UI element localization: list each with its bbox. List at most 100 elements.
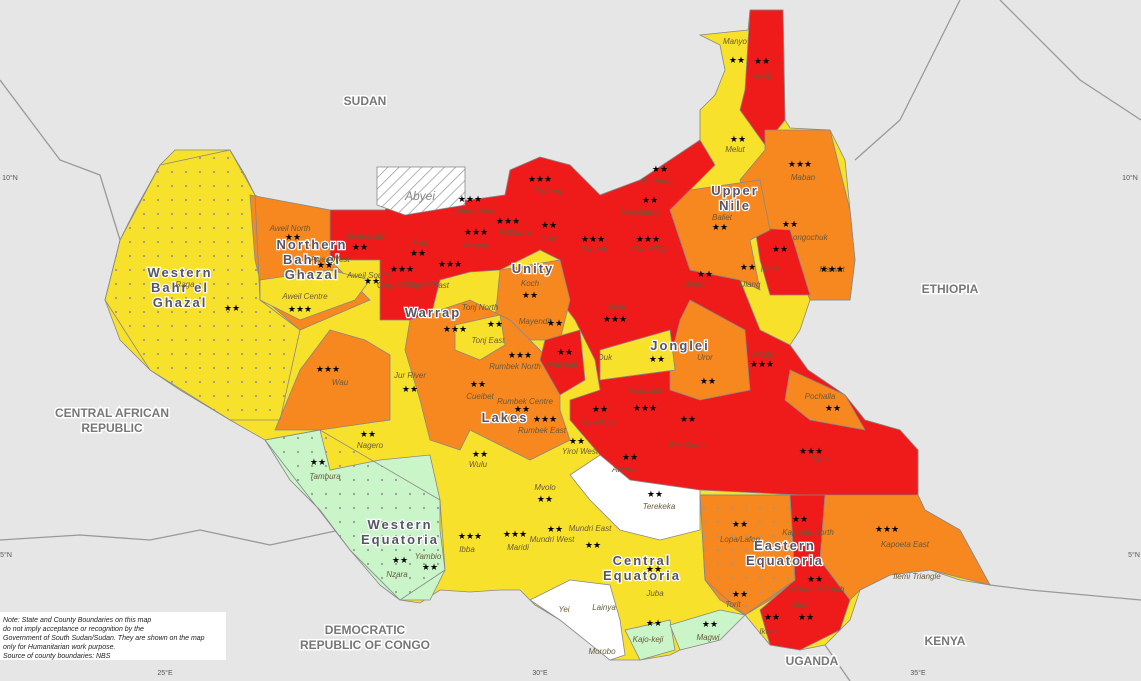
region-green: [669, 609, 746, 651]
country-label: SUDAN: [344, 94, 387, 108]
country-label: REPUBLIC OF CONGO: [300, 638, 430, 652]
county-stars: ★★: [364, 276, 380, 286]
country-label: DEMOCRATIC: [325, 623, 406, 637]
county-label: Awerial: [611, 465, 638, 474]
county-label: Koch: [521, 279, 540, 288]
county-stars: ★★: [740, 262, 756, 272]
region-orange: [819, 494, 991, 601]
county-stars: ★★: [680, 414, 696, 424]
county-stars: ★★★: [458, 531, 482, 541]
county-label: Mayendit: [519, 317, 552, 326]
county-stars: ★★: [472, 449, 488, 459]
county-stars: ★★: [317, 260, 333, 270]
region-orange: [274, 329, 391, 431]
county-stars: ★★: [702, 619, 718, 629]
county-stars: ★★: [729, 55, 745, 65]
county-label: Pibor: [811, 455, 830, 464]
coordinate-label: 5°N: [0, 551, 12, 559]
county-label: Rumbek East: [518, 426, 567, 435]
coordinate-label: 10°N: [2, 174, 18, 182]
county-stars: ★★: [732, 589, 748, 599]
county-label: Jur River: [393, 371, 426, 380]
county-label: Rumbek Centre: [497, 397, 554, 406]
county-stars: ★★★: [503, 529, 527, 539]
county-stars: ★★★: [533, 414, 557, 424]
county-label: Panyijiar: [548, 360, 579, 369]
county-label: Maban: [791, 173, 816, 182]
state-label: Northern: [277, 237, 348, 252]
region-orange: [739, 129, 856, 301]
county-stars: ★★: [585, 540, 601, 550]
county-stars: ★★★: [820, 264, 844, 274]
county-stars: ★★: [807, 574, 823, 584]
county-stars: ★★: [622, 452, 638, 462]
county-stars: ★★: [537, 494, 553, 504]
county-label: Tonj North: [462, 303, 499, 312]
county-stars: ★★: [422, 562, 438, 572]
dotted-area: [104, 149, 301, 421]
note-line: Government of South Sudan/Sudan. They ar…: [3, 635, 205, 642]
county-label: Yei: [558, 605, 569, 614]
note-line: do not imply acceptance or recognition b…: [3, 626, 144, 633]
county-label: Budi: [792, 600, 808, 609]
state-label: Bahr el: [151, 280, 209, 295]
county-label: Pariang: [534, 187, 562, 196]
county-stars: ★★★: [603, 314, 627, 324]
county-stars: ★★: [352, 242, 368, 252]
county-label: Longochuk: [788, 233, 828, 242]
county-label: Panyikang: [621, 208, 659, 217]
county-stars: ★★: [569, 436, 585, 446]
county-stars: ★★: [772, 244, 788, 254]
county-stars: ★★★: [636, 234, 660, 244]
region-orange: [669, 299, 751, 401]
coordinate-label: 10°N: [1122, 174, 1138, 182]
county-label: Kajo-keji: [633, 635, 664, 644]
county-label: Yirol East: [581, 419, 616, 428]
region-yellow: [454, 314, 506, 361]
county-stars: ★★: [392, 555, 408, 565]
region-orange: [784, 369, 866, 431]
county-stars: ★★: [730, 134, 746, 144]
county-stars: ★★: [792, 514, 808, 524]
county-stars: ★★: [647, 489, 663, 499]
county-stars: ★★: [514, 404, 530, 414]
county-label: Ikotos: [759, 627, 780, 636]
region-green: [624, 619, 676, 661]
county-label: Mundri West: [530, 535, 576, 544]
state-label: Unity: [512, 261, 555, 276]
county-label: Akobo: [751, 350, 775, 359]
county-label: Maiwut: [819, 265, 845, 274]
county-label: Ilemi Triangle: [893, 572, 941, 581]
county-stars: ★★: [782, 219, 798, 229]
county-label: Maridi: [507, 543, 529, 552]
county-stars: ★★: [700, 376, 716, 386]
country-label: REPUBLIC: [81, 421, 143, 435]
county-label: Pochalla: [805, 392, 836, 401]
region-orange: [669, 179, 771, 291]
county-label: Ulang: [740, 280, 761, 289]
county-label: Canal/Pigi: [632, 245, 669, 254]
county-label: Renk: [753, 72, 773, 81]
region-red: [754, 227, 811, 296]
note-line: only for Humanitarian work purpose.: [3, 644, 115, 651]
county-stars: ★★: [649, 354, 665, 364]
county-label: Nyirol: [686, 280, 707, 289]
regions: [104, 9, 991, 661]
county-stars: ★★★: [750, 359, 774, 369]
coordinate-label: 5°N: [1128, 551, 1140, 559]
county-stars: ★★: [360, 429, 376, 439]
region-red: [329, 139, 919, 501]
county-stars: ★★: [642, 195, 658, 205]
county-stars: ★★: [547, 318, 563, 328]
state-label: Warrap: [405, 305, 461, 320]
county-label: Juba: [645, 589, 664, 598]
country-label: ETHIOPIA: [922, 282, 979, 296]
county-stars: ★★★: [581, 234, 605, 244]
county-stars: ★★: [410, 248, 426, 258]
county-stars: ★★: [402, 384, 418, 394]
state-label: Western: [147, 265, 212, 280]
county-stars: ★★: [646, 618, 662, 628]
county-stars: ★★: [592, 404, 608, 414]
state-label: Upper: [711, 183, 759, 198]
